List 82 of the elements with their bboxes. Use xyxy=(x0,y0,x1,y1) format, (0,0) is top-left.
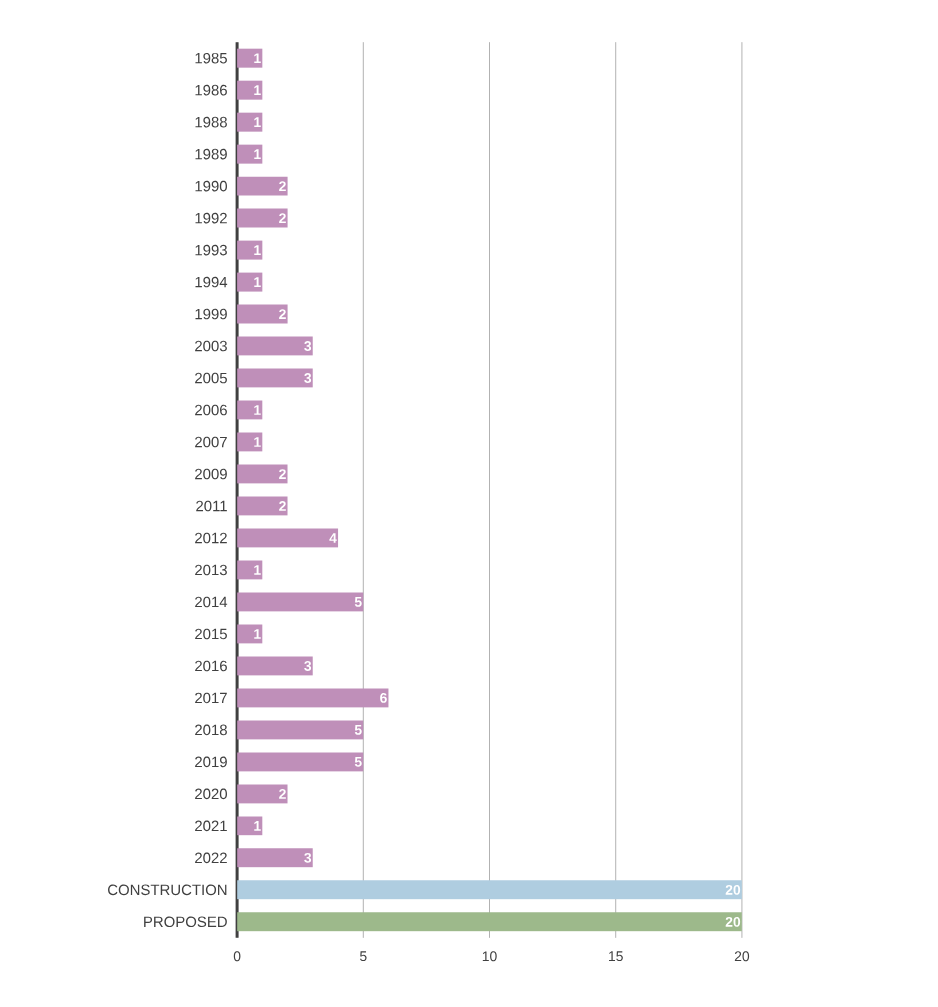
data-label: 3 xyxy=(304,660,312,671)
data-label: 1 xyxy=(254,437,261,447)
data-label: 1 xyxy=(254,405,261,415)
y-tick-label: 1986 xyxy=(195,84,227,96)
y-tick-label: 2014 xyxy=(195,596,228,608)
bar xyxy=(237,240,263,260)
y-tick-label: 2009 xyxy=(195,468,227,480)
bar xyxy=(237,880,742,900)
bar xyxy=(237,656,313,676)
y-tick-label: 1988 xyxy=(195,116,227,128)
y-tick-label: 1994 xyxy=(195,276,228,288)
data-label: 1 xyxy=(254,565,261,575)
x-tick-label: 0 xyxy=(233,951,241,962)
bar xyxy=(237,368,313,388)
data-label: 5 xyxy=(354,757,362,767)
bar xyxy=(237,112,263,132)
y-tick-label: 2018 xyxy=(195,724,227,736)
data-label: 2 xyxy=(279,309,286,319)
data-label: 1 xyxy=(254,629,261,639)
data-label: 20 xyxy=(725,916,741,927)
bar xyxy=(237,848,313,868)
bar xyxy=(237,528,339,548)
bar xyxy=(237,304,288,324)
y-tick-label: 2020 xyxy=(195,788,227,800)
y-tick-label: 1992 xyxy=(195,212,227,224)
y-tick-label: 1985 xyxy=(195,52,227,64)
y-tick-label: 2017 xyxy=(195,692,227,704)
y-tick-label: 2015 xyxy=(195,628,227,640)
y-tick-label: 2006 xyxy=(195,404,227,416)
bar xyxy=(237,144,263,164)
bar xyxy=(237,720,364,740)
bar xyxy=(237,592,364,612)
y-tick-label: 1993 xyxy=(195,244,227,256)
y-tick-label: 2011 xyxy=(196,500,227,512)
y-tick-label: 2005 xyxy=(195,372,227,384)
bar xyxy=(237,912,742,932)
bar xyxy=(237,272,263,292)
x-tick-label: 15 xyxy=(609,951,623,962)
y-tick-label: 1989 xyxy=(195,148,227,160)
data-label: 3 xyxy=(304,852,312,863)
y-tick-label: 2016 xyxy=(195,660,227,672)
y-tick-label: 2022 xyxy=(195,852,227,864)
x-tick-label: 10 xyxy=(482,951,497,962)
data-label: 5 xyxy=(354,597,362,607)
data-label: 2 xyxy=(279,181,286,191)
data-label: 2 xyxy=(279,213,286,223)
data-label: 1 xyxy=(254,117,261,127)
y-tick-label: 2012 xyxy=(195,532,227,544)
y-tick-label: 1990 xyxy=(195,180,227,192)
y-tick-label: PROPOSED xyxy=(144,916,227,928)
y-tick-label: CONSTRUCTION xyxy=(108,884,227,896)
data-label: 20 xyxy=(725,884,741,895)
bar xyxy=(237,208,288,228)
data-label: 1 xyxy=(254,277,261,287)
bar xyxy=(237,784,288,804)
data-label: 1 xyxy=(254,245,261,255)
y-tick-label: 2013 xyxy=(195,564,227,576)
data-label: 4 xyxy=(329,533,337,543)
data-label: 2 xyxy=(279,501,286,511)
data-label: 5 xyxy=(354,725,362,735)
data-label: 1 xyxy=(254,149,261,159)
bar xyxy=(237,336,313,356)
data-label: 6 xyxy=(380,692,387,703)
bar xyxy=(237,688,389,708)
y-tick-label: 2021 xyxy=(195,820,227,832)
y-tick-label: 2003 xyxy=(195,340,227,352)
data-label: 1 xyxy=(254,53,261,63)
data-label: 3 xyxy=(304,341,312,352)
bar xyxy=(237,752,364,772)
y-tick-label: 2019 xyxy=(195,756,227,768)
x-tick-label: 20 xyxy=(734,951,750,962)
data-label: 2 xyxy=(279,789,286,799)
bar xyxy=(237,48,263,68)
bar xyxy=(237,176,288,196)
data-label: 1 xyxy=(254,821,261,831)
x-tick-label: 5 xyxy=(359,951,367,962)
data-label: 1 xyxy=(254,85,261,95)
data-label: 2 xyxy=(279,469,286,479)
y-tick-label: 1999 xyxy=(195,308,227,320)
y-tick-label: 2007 xyxy=(195,436,227,448)
data-label: 3 xyxy=(304,373,312,383)
bar xyxy=(237,80,263,100)
